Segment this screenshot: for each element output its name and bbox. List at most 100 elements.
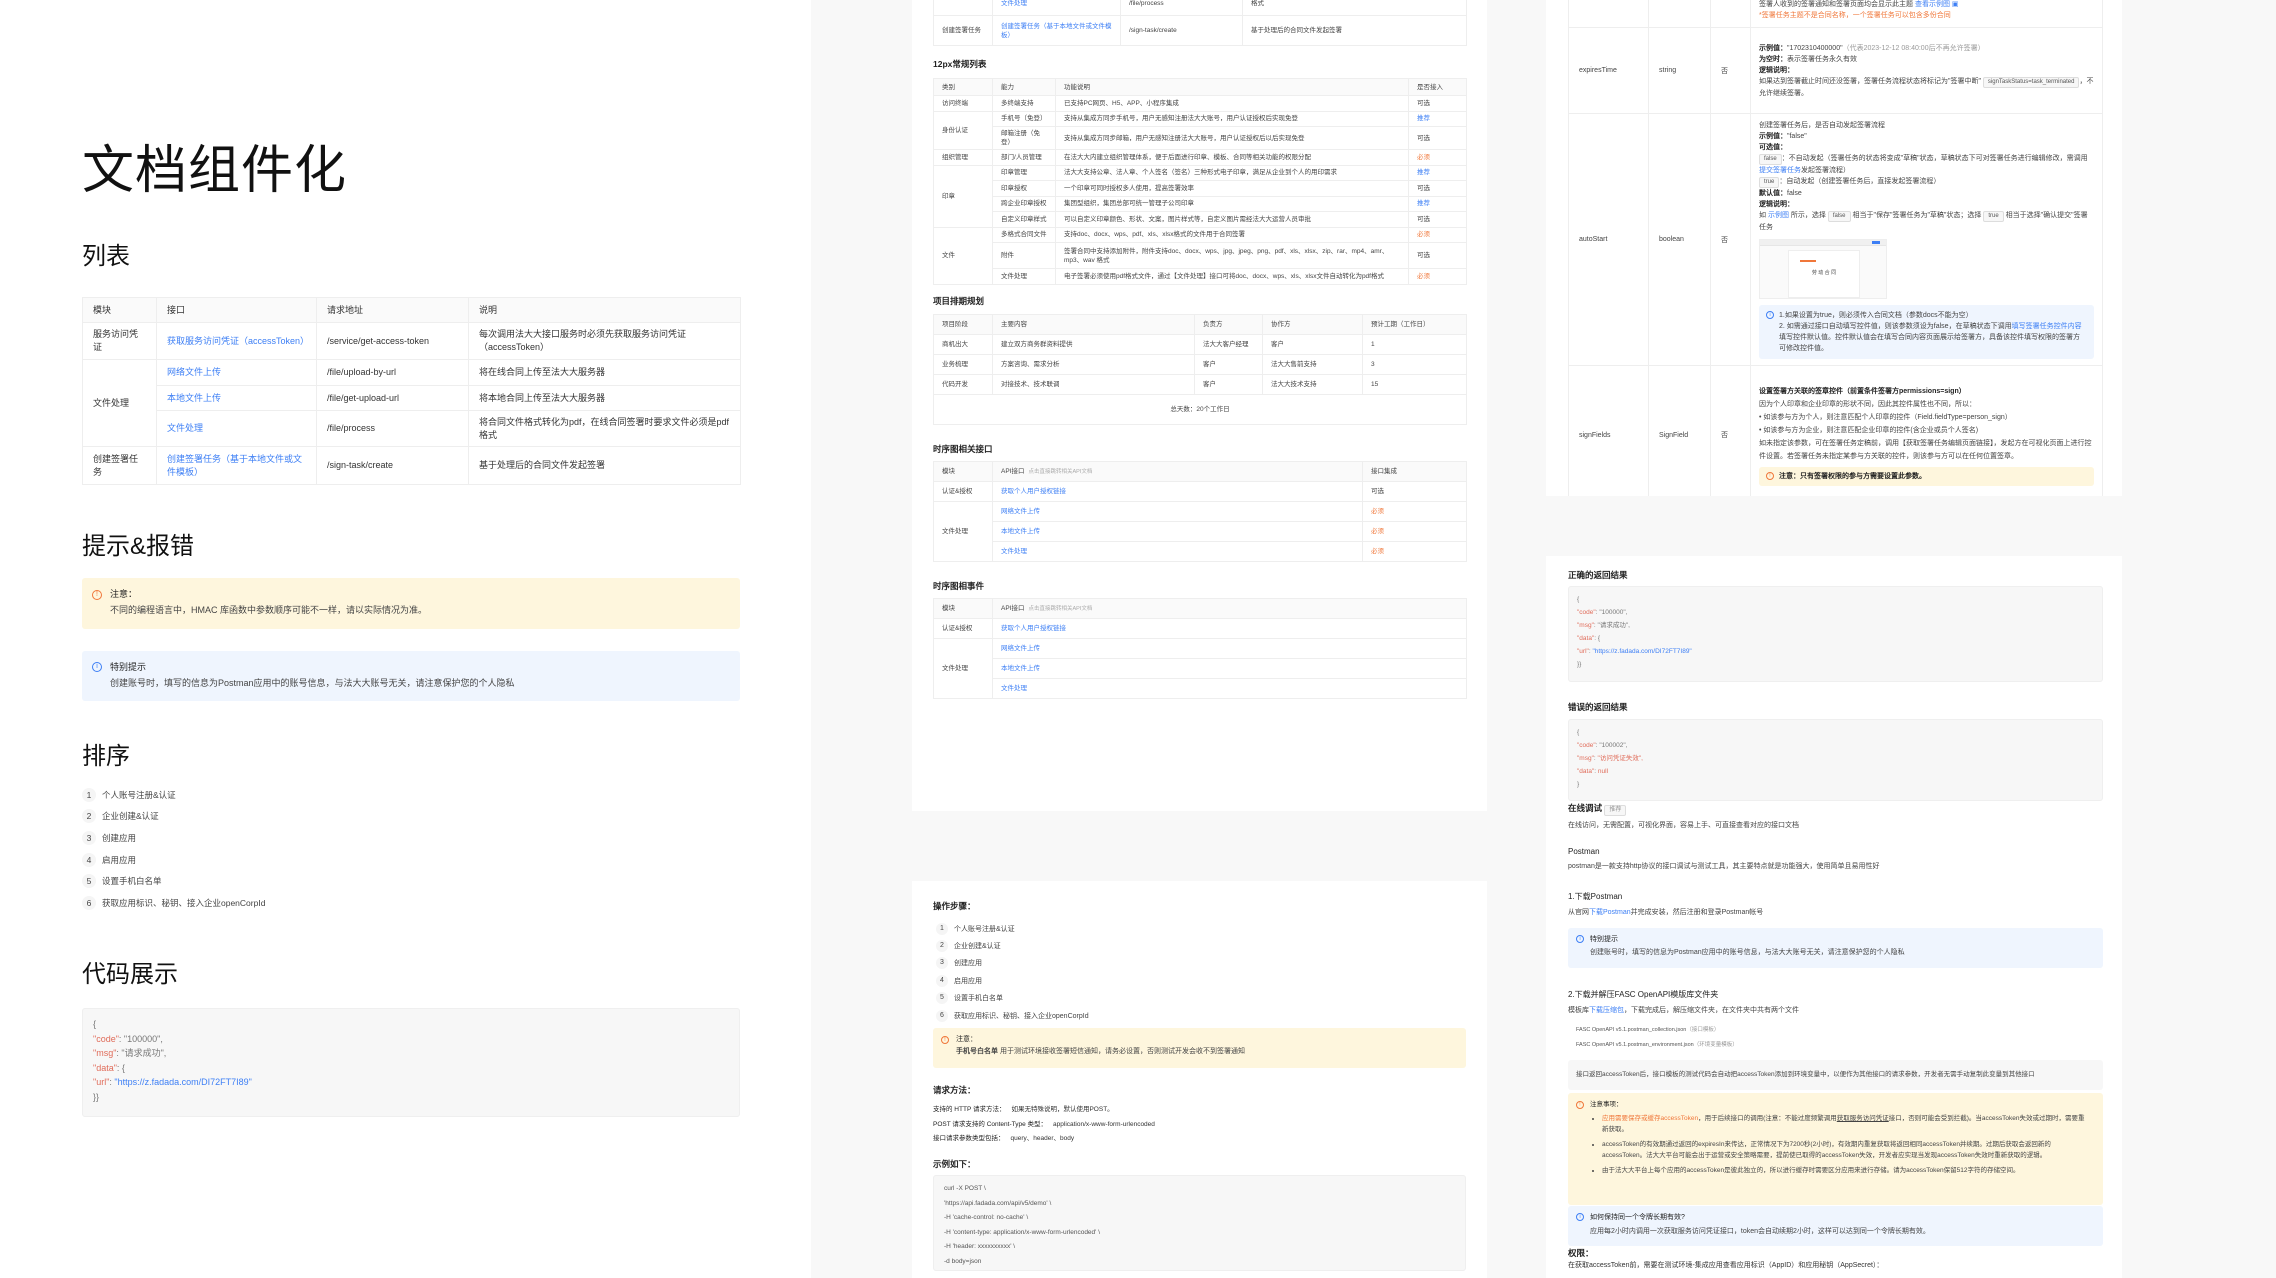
column-header: 主要内容 xyxy=(992,314,1195,335)
header-label: API接口 xyxy=(1001,467,1025,475)
api-table: 模块 接口 请求地址 说明 服务访问凭证 获取服务访问凭证（accessToken） /se… xyxy=(82,297,741,485)
api-link[interactable]: 文件处理 xyxy=(1001,0,1027,7)
table-row: 代码开发 对接技术、技术联调 客户 法大大技术支持 15 xyxy=(933,374,1467,395)
param-name: signFields xyxy=(1568,365,1649,496)
column-header: 模块 xyxy=(82,297,157,323)
unzip-title: 2.下载并解压FASC OpenAPI模版库文件夹 xyxy=(1568,990,1719,999)
api-link[interactable]: 文件处理 xyxy=(1001,548,1027,555)
api-link[interactable]: 网络文件上传 xyxy=(1001,645,1040,652)
note: （代表2023-12-12 08:40:00后不再允许签署） xyxy=(1842,44,1985,52)
postman-title: Postman xyxy=(1568,847,1600,856)
download-postman-link[interactable]: 下载Postman xyxy=(1589,909,1631,916)
section-heading-tips: 提示&报错 xyxy=(82,533,195,560)
label: 默认值： xyxy=(1759,190,1787,197)
info-line: 2. 如需通过接口自动填写控件值，则该参数须设为false，在草稿状态下调用 xyxy=(1779,323,2012,330)
api-link[interactable]: 创建签署任务（基于本地文件或文件模板） xyxy=(167,453,303,477)
header-label: 项目阶段 xyxy=(942,321,968,328)
code-url: "https://z.fadada.com/DI72FT7I89" xyxy=(1592,648,1692,655)
step-label: 获取应用标识、秘钥、接入企业openCorpId xyxy=(954,1012,1089,1020)
cell-text: 法大大售前支持 xyxy=(1271,361,1317,368)
status-text: 必须 xyxy=(1371,508,1384,515)
status-text: 可选 xyxy=(1417,184,1430,192)
table-row: 自定义印章样式 可以自定义印章颜色、形状、文案，图片样式等，自定义图片需经法大大运… xyxy=(934,211,1467,228)
middle-doc-panel-bottom: 操作步骤： 1 个人账号注册&认证 2 企业创建&认证 3 创建应用 4 启用应用 5 设置手机白… xyxy=(912,881,1487,1278)
step-number-badge: 5 xyxy=(82,874,96,889)
access-token-link[interactable]: 获取服务访问凭证 xyxy=(1836,1114,1889,1122)
api-link[interactable]: 文件处理 xyxy=(1001,685,1027,692)
table-row: 文件处理 网络文件上传 必须 xyxy=(933,501,1467,562)
text: 从官网 xyxy=(1568,909,1589,916)
table-row: 商机出大 建立双方商务群资料提供 法大大客户经理 客户 1 xyxy=(933,334,1467,355)
cell-text: 部门/人员管理 xyxy=(1001,153,1042,161)
table-row: 文件处理 xyxy=(934,678,1467,699)
cell-text: 印章授权 xyxy=(1001,184,1027,192)
cell-text: /file/process xyxy=(327,423,376,433)
column-header: 功能说明 xyxy=(1055,78,1409,96)
fill-fields-link[interactable]: 填写签署任务控件内容 xyxy=(2011,323,2082,330)
list-item: 1 个人账号注册&认证 xyxy=(82,784,265,806)
cell-text: 跨企业印章授权 xyxy=(1001,200,1047,208)
text: ：不自动发起（签署任务的状态将变成"草稿"状态，草稿状态下可对签署任务进行编辑修… xyxy=(1781,155,2088,162)
cell-text: 签署人收到的签署通知和签署页面均会显示此主题 xyxy=(1759,1,1915,8)
header-label: 模块 xyxy=(93,304,112,315)
text: ：自动发起（创建签署任务后，直接发起签署流程） xyxy=(1779,178,1941,185)
project-plan-table: 项目阶段 主要内容 负责方 协作方 预计工期（工作日） 商机出大 建立双方商务群资料提供 法大… xyxy=(933,314,1467,425)
autostart-info-callout: i 1.如果设置为true，则必须传入合同文档（参数docs不能为空） 2. 如… xyxy=(1759,305,2094,359)
code-line: -H 'content-type: application/x-www-form… xyxy=(944,1228,1101,1236)
postman-info-callout: i 特别提示 创建账号时，填写的信息为Postman应用中的账号信息，与法大大账… xyxy=(1568,928,2103,968)
api-link[interactable]: 网络文件上传 xyxy=(167,367,222,377)
status-text: 可选 xyxy=(1417,134,1430,142)
api-link[interactable]: 获取服务访问凭证（accessToken） xyxy=(167,335,310,346)
group-label: 认证&授权 xyxy=(933,481,993,502)
red-note: *签署任务主题不是合同名称，一个签署任务可以包含多份合同 xyxy=(1759,12,1951,19)
api-link[interactable]: 网络文件上传 xyxy=(1001,508,1040,515)
table-row: 文件处理/file/process 将合同文件格式转化为pdf，在线合同签署时要求… xyxy=(83,410,741,447)
submit-task-link[interactable]: 提交签署任务 xyxy=(1759,167,1801,174)
api-link[interactable]: 创建签署任务（基于本地文件或文件模板） xyxy=(1001,22,1112,39)
data-table: 模块 API接口 点击直接跳转相关API文档 接口集成 认证&授权 获取个人用户授权链接 可… xyxy=(933,461,1467,562)
api-link[interactable]: 本地文件上传 xyxy=(167,392,222,403)
header-label: 能力 xyxy=(1001,83,1014,91)
code-line: 'https://api.fadada.com/api/v5/demo' \ xyxy=(944,1199,1052,1207)
cell-text: 签署合同中支持添加附件，附件支持doc、docx、wps、jpg、jpeg、pn… xyxy=(1064,247,1389,264)
column-header: 项目阶段 xyxy=(933,314,993,335)
column-header: 预计工期（工作日） xyxy=(1362,314,1467,335)
cell-text: 将合同文件格式转化为pdf，在线合同签署时要求文件必须是pdf格式 xyxy=(479,416,730,440)
status-text: 可选 xyxy=(1417,99,1430,107)
whitelist-warning: ! 注意： 手机号白名单 用于测试环境接收签署短信通知，请务必设置，否则测试开发… xyxy=(933,1028,1466,1068)
table-row: 本地文件上传 xyxy=(934,658,1467,679)
cell-text: 文件处理 xyxy=(1001,272,1027,280)
view-example-link[interactable]: 查看示例图 xyxy=(1914,1,1950,8)
api-link[interactable]: 文件处理 xyxy=(167,423,204,433)
table-row: 签署人收到的签署通知和签署页面均会显示此主题 查看示例图 ▣ *签署任务主题不是合… xyxy=(1568,0,2103,28)
api-link[interactable]: 本地文件上传 xyxy=(1001,528,1040,535)
example-image-link[interactable]: 示例图 xyxy=(1767,212,1789,219)
cell-text: 格式 xyxy=(1251,0,1264,7)
column-header: API接口 点击直接跳转相关API文档 xyxy=(992,598,1467,619)
group-label: 创建签署任务 xyxy=(82,446,157,485)
param-required: 否 xyxy=(1710,27,1751,114)
example-screenshot-thumbnail[interactable]: 劳 动 合 同 xyxy=(1759,239,1887,299)
table-row: 本地文件上传 必须 xyxy=(934,521,1467,542)
download-zip-link[interactable]: 下载压缩包 xyxy=(1589,1007,1624,1014)
code-line: "msg": "访问凭证失效", xyxy=(1577,752,2094,765)
api-link[interactable]: 获取个人用户授权链接 xyxy=(1001,488,1066,495)
list-item: 5 设置手机白名单 xyxy=(936,990,1089,1007)
label: 示例值： xyxy=(1759,44,1787,52)
cell-text: 印章管理 xyxy=(1001,169,1027,177)
code-key: "data" xyxy=(93,1062,117,1073)
request-info-value: query、header、body xyxy=(1010,1135,1075,1142)
table-row: 文件处理/file/process 格式 xyxy=(933,0,1467,16)
step-number-badge: 3 xyxy=(82,830,96,845)
text: 如 xyxy=(1759,212,1768,219)
api-link[interactable]: 本地文件上传 xyxy=(1001,665,1040,672)
header-label: 功能说明 xyxy=(1064,83,1090,91)
cell-text: 建立双方商务群资料提供 xyxy=(1001,341,1073,348)
table-row: 跨企业印章授权 集团型组织，集团总部可统一管理子公司印章 推荐 xyxy=(934,195,1467,212)
info-circle-icon: i xyxy=(1766,311,1774,319)
code-key: "msg" xyxy=(1577,622,1594,629)
cell-text: /file/get-upload-url xyxy=(327,392,400,403)
warning-title: 注意： xyxy=(110,589,138,599)
param-name: autoStart xyxy=(1568,113,1649,366)
api-link[interactable]: 获取个人用户授权链接 xyxy=(1001,625,1066,632)
